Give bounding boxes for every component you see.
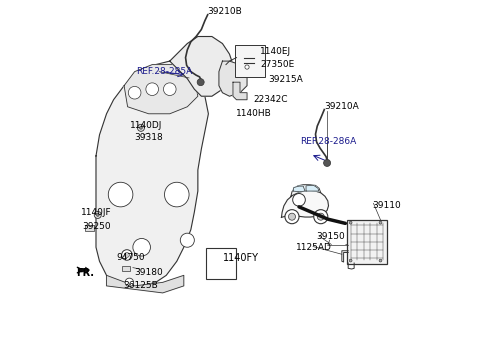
- Circle shape: [314, 210, 328, 224]
- Polygon shape: [291, 185, 321, 196]
- Circle shape: [197, 79, 204, 86]
- Polygon shape: [306, 185, 319, 191]
- Polygon shape: [219, 61, 247, 96]
- Polygon shape: [233, 82, 247, 100]
- Text: 1140JF: 1140JF: [81, 208, 112, 217]
- Circle shape: [125, 278, 133, 287]
- Text: 1140HB: 1140HB: [236, 109, 272, 118]
- Circle shape: [94, 211, 101, 218]
- Text: 1140EJ: 1140EJ: [260, 47, 291, 56]
- Polygon shape: [96, 61, 208, 286]
- FancyBboxPatch shape: [206, 248, 236, 279]
- Circle shape: [146, 83, 158, 96]
- FancyBboxPatch shape: [347, 220, 387, 264]
- Circle shape: [140, 126, 143, 129]
- Text: 39318: 39318: [134, 133, 163, 142]
- Circle shape: [163, 83, 176, 96]
- Text: REF.28-286A: REF.28-286A: [300, 137, 357, 146]
- Circle shape: [349, 259, 352, 262]
- Polygon shape: [78, 267, 90, 273]
- Circle shape: [133, 239, 150, 256]
- Polygon shape: [107, 275, 184, 293]
- Circle shape: [288, 213, 296, 220]
- Circle shape: [293, 194, 305, 206]
- Text: FR.: FR.: [76, 268, 94, 278]
- Text: 39210A: 39210A: [324, 102, 359, 111]
- Circle shape: [121, 250, 132, 260]
- Circle shape: [137, 124, 144, 131]
- Polygon shape: [281, 190, 328, 217]
- Circle shape: [165, 182, 189, 207]
- Text: 1125AD: 1125AD: [296, 243, 331, 252]
- Circle shape: [317, 213, 324, 220]
- Circle shape: [180, 233, 194, 247]
- Text: 39250: 39250: [83, 222, 111, 231]
- Text: 39180: 39180: [134, 268, 163, 277]
- Circle shape: [96, 213, 99, 216]
- Circle shape: [379, 221, 382, 224]
- Circle shape: [128, 86, 141, 99]
- Circle shape: [324, 159, 331, 166]
- Text: REF.28-285A: REF.28-285A: [136, 67, 192, 76]
- Text: 36125B: 36125B: [123, 281, 158, 290]
- Polygon shape: [121, 266, 130, 271]
- Polygon shape: [85, 225, 94, 231]
- Text: 39150: 39150: [317, 232, 345, 241]
- Circle shape: [285, 210, 299, 224]
- Circle shape: [124, 252, 130, 257]
- Text: 39210B: 39210B: [208, 7, 242, 16]
- Text: 1140FY: 1140FY: [223, 253, 259, 263]
- Text: 39110: 39110: [373, 201, 401, 210]
- Polygon shape: [170, 36, 233, 96]
- Text: 94750: 94750: [116, 253, 145, 262]
- Polygon shape: [293, 186, 305, 192]
- Text: 22342C: 22342C: [253, 95, 288, 104]
- Text: 39215A: 39215A: [268, 75, 303, 84]
- Circle shape: [349, 221, 352, 224]
- Polygon shape: [124, 65, 198, 114]
- Circle shape: [245, 65, 249, 69]
- FancyBboxPatch shape: [235, 45, 264, 77]
- Text: 1140DJ: 1140DJ: [131, 120, 163, 130]
- Circle shape: [379, 259, 382, 262]
- Text: 27350E: 27350E: [260, 60, 295, 69]
- Circle shape: [108, 182, 133, 207]
